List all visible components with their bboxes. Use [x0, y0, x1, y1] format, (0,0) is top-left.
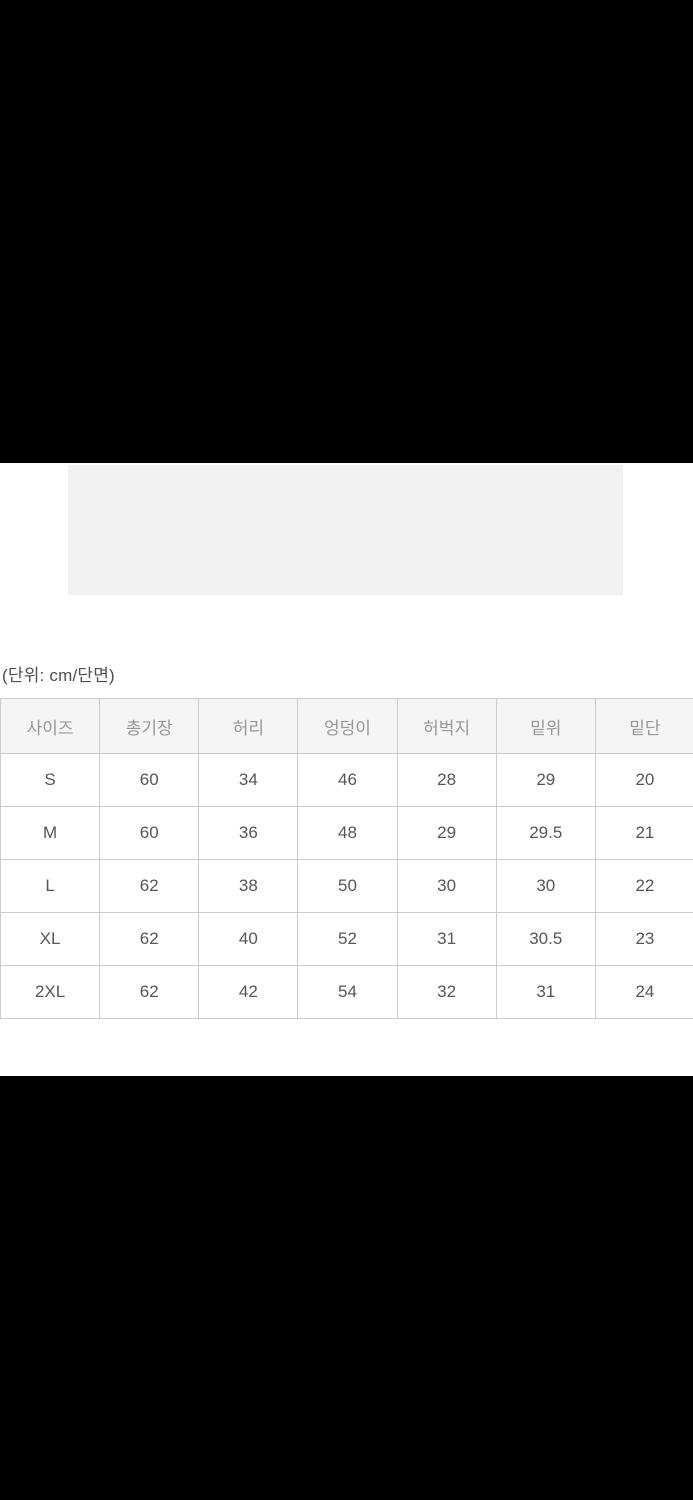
size-label: 2XL — [0, 965, 101, 1019]
table-cell: 42 — [198, 965, 299, 1019]
table-row: 2XL 62 42 54 32 31 24 — [0, 965, 693, 1019]
table-cell: 54 — [297, 965, 398, 1019]
table-cell: 60 — [99, 806, 200, 860]
table-cell: 24 — [594, 965, 693, 1019]
header-row: 사이즈 총기장 허리 엉덩이 허벅지 밑위 밑단 — [0, 698, 693, 754]
table-cell: 60 — [99, 753, 200, 807]
table-cell: 29 — [396, 806, 497, 860]
table-cell: 48 — [297, 806, 398, 860]
header-cell-rise: 밑위 — [495, 698, 596, 754]
table-row: M 60 36 48 29 29.5 21 — [0, 806, 693, 860]
unit-caption: (단위: cm/단면) — [2, 666, 115, 685]
table-cell: 22 — [594, 859, 693, 913]
table-cell: 20 — [594, 753, 693, 807]
header-cell-waist: 허리 — [198, 698, 299, 754]
table-cell: 50 — [297, 859, 398, 913]
table-cell: 29.5 — [495, 806, 596, 860]
table-row: S 60 34 46 28 29 20 — [0, 753, 693, 807]
table-cell: 30 — [495, 859, 596, 913]
size-label: L — [0, 859, 101, 913]
table-cell: 46 — [297, 753, 398, 807]
table-cell: 52 — [297, 912, 398, 966]
header-cell-hip: 엉덩이 — [297, 698, 398, 754]
table-cell: 23 — [594, 912, 693, 966]
header-cell-size: 사이즈 — [0, 698, 101, 754]
size-chart-header: 사이즈 총기장 허리 엉덩이 허벅지 밑위 밑단 — [0, 698, 693, 754]
image-placeholder — [68, 465, 623, 595]
table-cell: 40 — [198, 912, 299, 966]
table-cell: 36 — [198, 806, 299, 860]
size-chart-body: S 60 34 46 28 29 20 M 60 36 48 29 29.5 2… — [0, 753, 693, 1019]
table-cell: 62 — [99, 912, 200, 966]
bottom-letterbox — [0, 1076, 693, 1500]
header-cell-thigh: 허벅지 — [396, 698, 497, 754]
table-cell: 62 — [99, 965, 200, 1019]
table-cell: 32 — [396, 965, 497, 1019]
size-chart-table: 사이즈 총기장 허리 엉덩이 허벅지 밑위 밑단 S 60 34 46 28 2… — [0, 698, 693, 1019]
table-cell: 29 — [495, 753, 596, 807]
table-cell: 31 — [495, 965, 596, 1019]
header-cell-hem: 밑단 — [594, 698, 693, 754]
table-cell: 21 — [594, 806, 693, 860]
table-row: L 62 38 50 30 30 22 — [0, 859, 693, 913]
table-cell: 38 — [198, 859, 299, 913]
top-letterbox — [0, 0, 693, 463]
table-row: XL 62 40 52 31 30.5 23 — [0, 912, 693, 966]
size-label: M — [0, 806, 101, 860]
table-cell: 28 — [396, 753, 497, 807]
table-cell: 30.5 — [495, 912, 596, 966]
table-cell: 62 — [99, 859, 200, 913]
size-label: S — [0, 753, 101, 807]
size-label: XL — [0, 912, 101, 966]
header-cell-length: 총기장 — [99, 698, 200, 754]
table-cell: 31 — [396, 912, 497, 966]
table-cell: 30 — [396, 859, 497, 913]
table-cell: 34 — [198, 753, 299, 807]
